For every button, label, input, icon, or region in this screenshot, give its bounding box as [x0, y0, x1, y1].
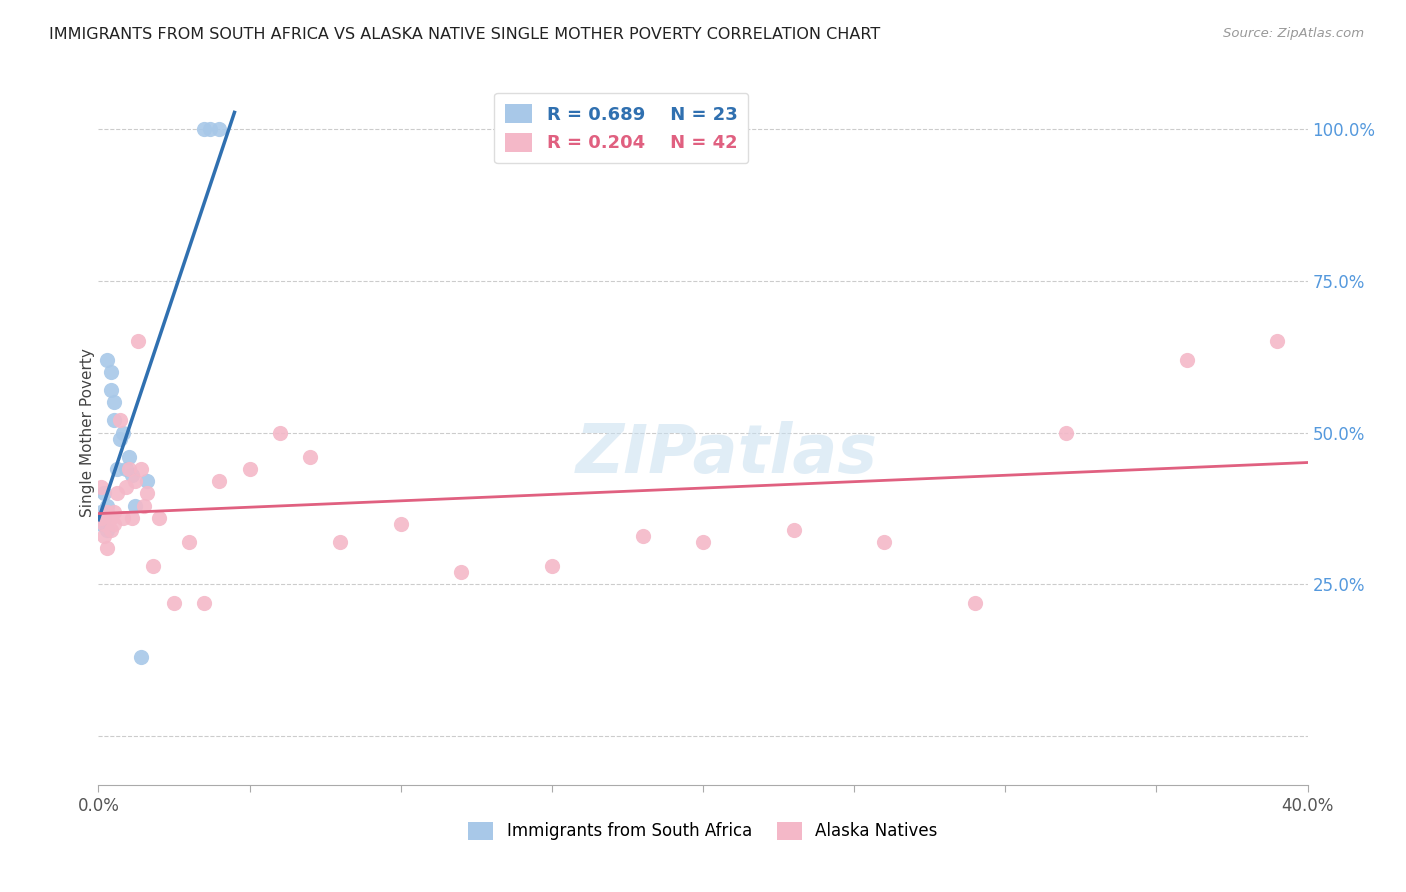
Point [783, 523, 806, 537]
Point [142, 559, 165, 574]
Point [135, 486, 157, 500]
Point [873, 535, 896, 549]
Y-axis label: Single Mother Poverty: Single Mother Poverty [80, 348, 94, 517]
Point [105, 486, 128, 500]
Point [96, 541, 118, 555]
Point [90, 480, 112, 494]
Legend: Immigrants from South Africa, Alaska Natives: Immigrants from South Africa, Alaska Nat… [461, 815, 945, 847]
Point [105, 462, 128, 476]
Point [135, 474, 157, 488]
Point [108, 413, 131, 427]
Point [96, 523, 118, 537]
Point [269, 425, 291, 440]
Point [121, 510, 143, 524]
Point [96, 505, 118, 519]
Point [1054, 425, 1077, 440]
Point [90, 516, 112, 531]
Point [692, 535, 714, 549]
Point [329, 535, 352, 549]
Point [114, 480, 136, 494]
Point [450, 566, 472, 580]
Point [111, 510, 134, 524]
Point [163, 596, 186, 610]
Point [103, 413, 125, 427]
Point [118, 462, 141, 476]
Point [121, 468, 143, 483]
Point [208, 121, 231, 136]
Point [129, 462, 152, 476]
Point [96, 499, 118, 513]
Point [93, 510, 115, 524]
Text: Source: ZipAtlas.com: Source: ZipAtlas.com [1223, 27, 1364, 40]
Point [90, 510, 112, 524]
Point [108, 432, 131, 446]
Point [118, 450, 141, 464]
Point [299, 450, 322, 464]
Point [93, 516, 115, 531]
Point [239, 462, 262, 476]
Point [132, 499, 155, 513]
Point [389, 516, 412, 531]
Point [129, 650, 152, 665]
Point [96, 352, 118, 367]
Point [103, 505, 125, 519]
Point [1175, 352, 1198, 367]
Point [200, 121, 222, 136]
Point [100, 523, 122, 537]
Point [103, 516, 125, 531]
Point [965, 596, 987, 610]
Point [100, 365, 122, 379]
Point [179, 535, 201, 549]
Point [114, 462, 136, 476]
Point [100, 510, 122, 524]
Point [208, 474, 231, 488]
Point [93, 486, 115, 500]
Point [148, 510, 170, 524]
Text: ZIPatlas: ZIPatlas [576, 421, 879, 487]
Point [193, 596, 215, 610]
Point [540, 559, 562, 574]
Point [124, 499, 146, 513]
Point [93, 529, 115, 543]
Point [1267, 334, 1289, 349]
Point [103, 395, 125, 409]
Point [631, 529, 654, 543]
Point [124, 474, 146, 488]
Point [100, 383, 122, 397]
Point [127, 334, 149, 349]
Point [193, 121, 215, 136]
Text: IMMIGRANTS FROM SOUTH AFRICA VS ALASKA NATIVE SINGLE MOTHER POVERTY CORRELATION : IMMIGRANTS FROM SOUTH AFRICA VS ALASKA N… [49, 27, 880, 42]
Point [90, 505, 112, 519]
Point [111, 425, 134, 440]
